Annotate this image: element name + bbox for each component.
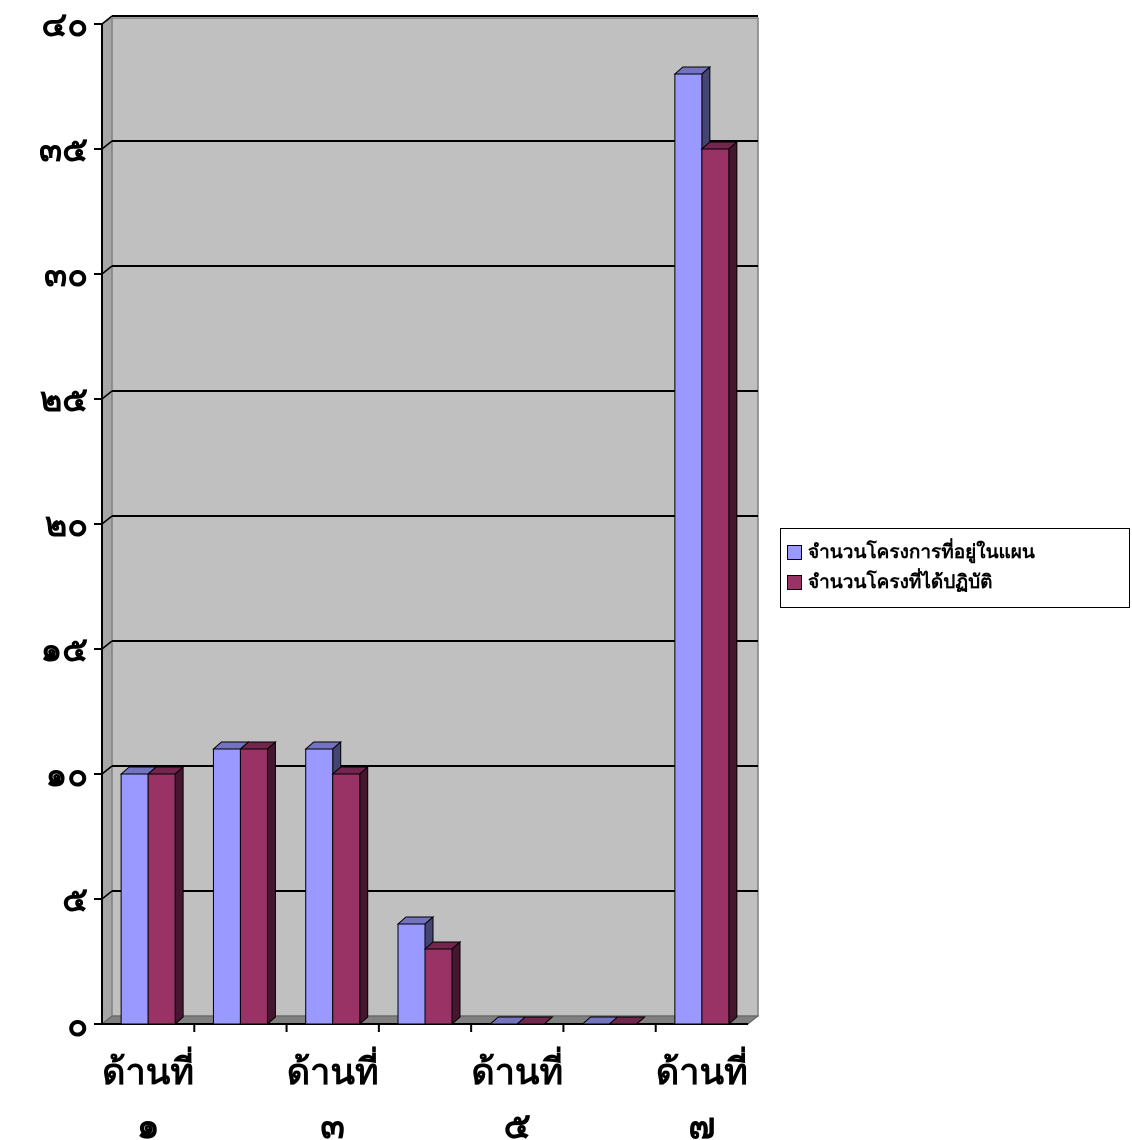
y-tick-label: ๐ <box>67 1005 88 1045</box>
bar-side <box>451 940 461 1026</box>
gridline-diagonal <box>101 15 113 25</box>
legend-swatch <box>787 574 802 590</box>
bar-side <box>728 140 738 1026</box>
legend-swatch <box>787 544 802 560</box>
y-tick-label: ๒๕ <box>40 380 88 420</box>
bar <box>423 940 462 1026</box>
bar-front <box>212 748 241 1025</box>
x-tick-labels: ด้านที่๑ ด้านที่๓ ด้านที่๕ ด้านที่๗ <box>102 1046 748 1140</box>
y-tick-label: ๓๐ <box>44 255 88 295</box>
y-tick-label: ๔๐ <box>42 5 88 45</box>
bar-side <box>359 765 369 1026</box>
y-tick-label: ๓๕ <box>39 130 88 170</box>
bar <box>331 765 370 1026</box>
bar-side <box>266 740 276 1026</box>
y-tick-label: ๕ <box>62 880 88 920</box>
bar <box>608 1016 646 1025</box>
x-tick-label: ๗ <box>688 1106 715 1140</box>
bar-front <box>305 748 334 1025</box>
gridline-diagonal <box>101 390 113 400</box>
gridline-diagonal <box>101 140 113 150</box>
legend-label: จำนวนโครงที่ได้ปฏิบัติ <box>808 571 993 593</box>
x-tick-label: ๕ <box>504 1106 531 1140</box>
x-tick-label: ด้านที่ <box>471 1046 563 1093</box>
bar <box>700 140 739 1026</box>
bar-side <box>174 765 184 1026</box>
gridline-diagonal <box>101 515 113 525</box>
x-tick-label: ด้านที่ <box>656 1046 748 1093</box>
gridline-diagonal <box>101 765 113 775</box>
bar <box>515 1016 554 1025</box>
gridline-diagonal <box>101 890 113 900</box>
bar-front <box>424 948 453 1025</box>
x-tick-label: ๑ <box>137 1106 160 1140</box>
bar-side <box>636 1016 645 1025</box>
bars <box>119 65 739 1026</box>
y-tick-labels: ๐ ๕ ๑๐ ๑๕ ๒๐ ๒๕ ๓๐ ๓๕ ๔๐ <box>39 5 88 1045</box>
bar-front <box>701 148 730 1025</box>
x-tick-label: ๓ <box>320 1106 345 1140</box>
bar-front <box>120 773 149 1025</box>
x-tick-label: ด้านที่ <box>287 1046 379 1093</box>
gridline-diagonal <box>101 640 113 650</box>
x-tick-label: ด้านที่ <box>102 1046 194 1093</box>
plot-area <box>100 17 760 1026</box>
y-tick-label: ๒๐ <box>45 505 88 545</box>
legend-label: จำนวนโครงการที่อยู่ในแผน <box>808 541 1035 563</box>
y-tick-label: ๑๐ <box>46 755 88 795</box>
legend-item: จำนวนโครงที่ได้ปฏิบัติ <box>787 567 1123 597</box>
bar-front <box>332 773 361 1025</box>
side-wall <box>101 17 113 1026</box>
gridline-diagonal <box>101 265 113 275</box>
bar-front <box>147 773 176 1025</box>
bar-front <box>239 748 268 1025</box>
legend: จำนวนโครงการที่อยู่ในแผน จำนวนโครงที่ได้… <box>780 528 1130 608</box>
bar-front <box>674 73 703 1025</box>
bar-side <box>543 1016 553 1025</box>
bar-front <box>397 923 426 1025</box>
bar <box>239 740 277 1026</box>
legend-item: จำนวนโครงการที่อยู่ในแผน <box>787 537 1123 567</box>
y-tick-label: ๑๕ <box>41 630 88 670</box>
bar <box>146 765 185 1026</box>
